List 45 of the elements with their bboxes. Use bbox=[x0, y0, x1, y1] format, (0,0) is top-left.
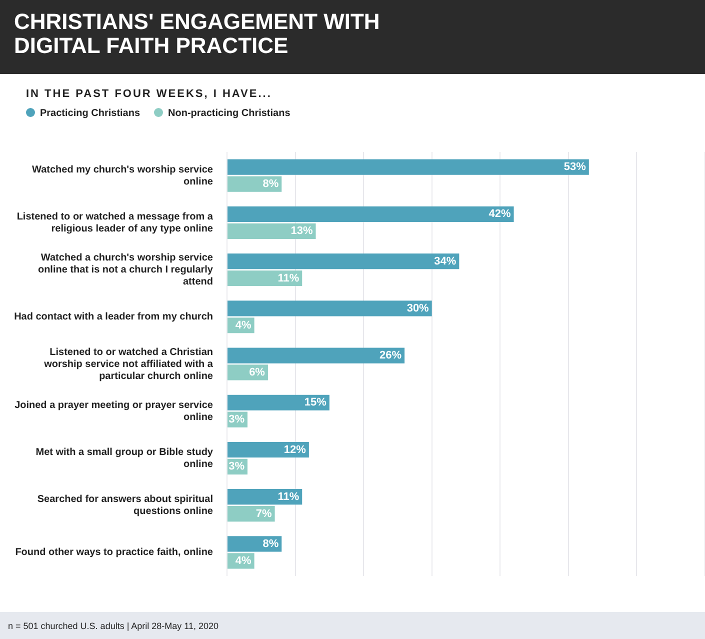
data-label: 30% bbox=[406, 302, 430, 314]
bar bbox=[228, 176, 282, 192]
chart-title: CHRISTIANS' ENGAGEMENT WITH DIGITAL FAITH PRACTICE bbox=[0, 0, 705, 74]
y-tick-label: Watched a church's worship service online that is not a church I regularly attend bbox=[38, 252, 214, 288]
data-label: 4% bbox=[235, 554, 252, 567]
chart-subtitle: IN THE PAST FOUR WEEKS, I HAVE... bbox=[26, 88, 273, 100]
bar bbox=[228, 159, 589, 175]
bar bbox=[228, 442, 309, 458]
data-label: 53% bbox=[564, 161, 586, 174]
text: n = 501 churched U.S. adults | April 28-May 11, 2020 bbox=[8, 621, 219, 631]
data-label: 7% bbox=[256, 508, 272, 520]
y-tick-label: Listened to or watched a Christian worship service not affiliated with a particular church online bbox=[43, 346, 214, 382]
data-label: 3% bbox=[228, 414, 245, 426]
data-label: 15% bbox=[304, 396, 327, 409]
data-label: 13% bbox=[290, 225, 313, 238]
data-label: 3% bbox=[228, 460, 245, 473]
bar bbox=[228, 253, 460, 270]
bar bbox=[228, 506, 275, 522]
y-tick-label: Found other ways to practice faith, online bbox=[15, 547, 214, 558]
data-label: 8% bbox=[262, 538, 279, 550]
data-label: 34% bbox=[434, 255, 456, 268]
y-tick-label: Met with a small group or Bible study online bbox=[36, 446, 214, 470]
bar bbox=[228, 536, 282, 552]
bar bbox=[228, 489, 302, 505]
y-tick-label: Joined a prayer meeting or prayer service online bbox=[14, 400, 214, 423]
y-tick-label: Listened to or watched a message from a religious leader of any type online bbox=[16, 211, 214, 234]
bar bbox=[228, 300, 432, 316]
data-label: 12% bbox=[284, 444, 306, 456]
data-label: 11% bbox=[278, 272, 300, 284]
y-tick-label: Had contact with a leader from my church bbox=[14, 312, 213, 323]
legend-label: Non-practicing Christians bbox=[167, 108, 290, 119]
bar bbox=[228, 206, 514, 222]
data-label: 42% bbox=[488, 208, 512, 220]
data-label: 11% bbox=[278, 490, 300, 503]
bar bbox=[228, 348, 405, 364]
legend-label: Practicing Christians bbox=[39, 108, 140, 119]
data-label: 6% bbox=[249, 366, 266, 379]
data-label: 8% bbox=[262, 178, 279, 190]
bar bbox=[228, 270, 302, 286]
bar bbox=[228, 223, 316, 239]
y-tick-label: Watched my church's worship service online bbox=[32, 164, 214, 188]
y-tick-label: Searched for answers about spiritual questions online bbox=[37, 494, 214, 518]
bar bbox=[228, 394, 330, 410]
data-label: 4% bbox=[235, 319, 252, 332]
data-label: 26% bbox=[380, 350, 402, 362]
